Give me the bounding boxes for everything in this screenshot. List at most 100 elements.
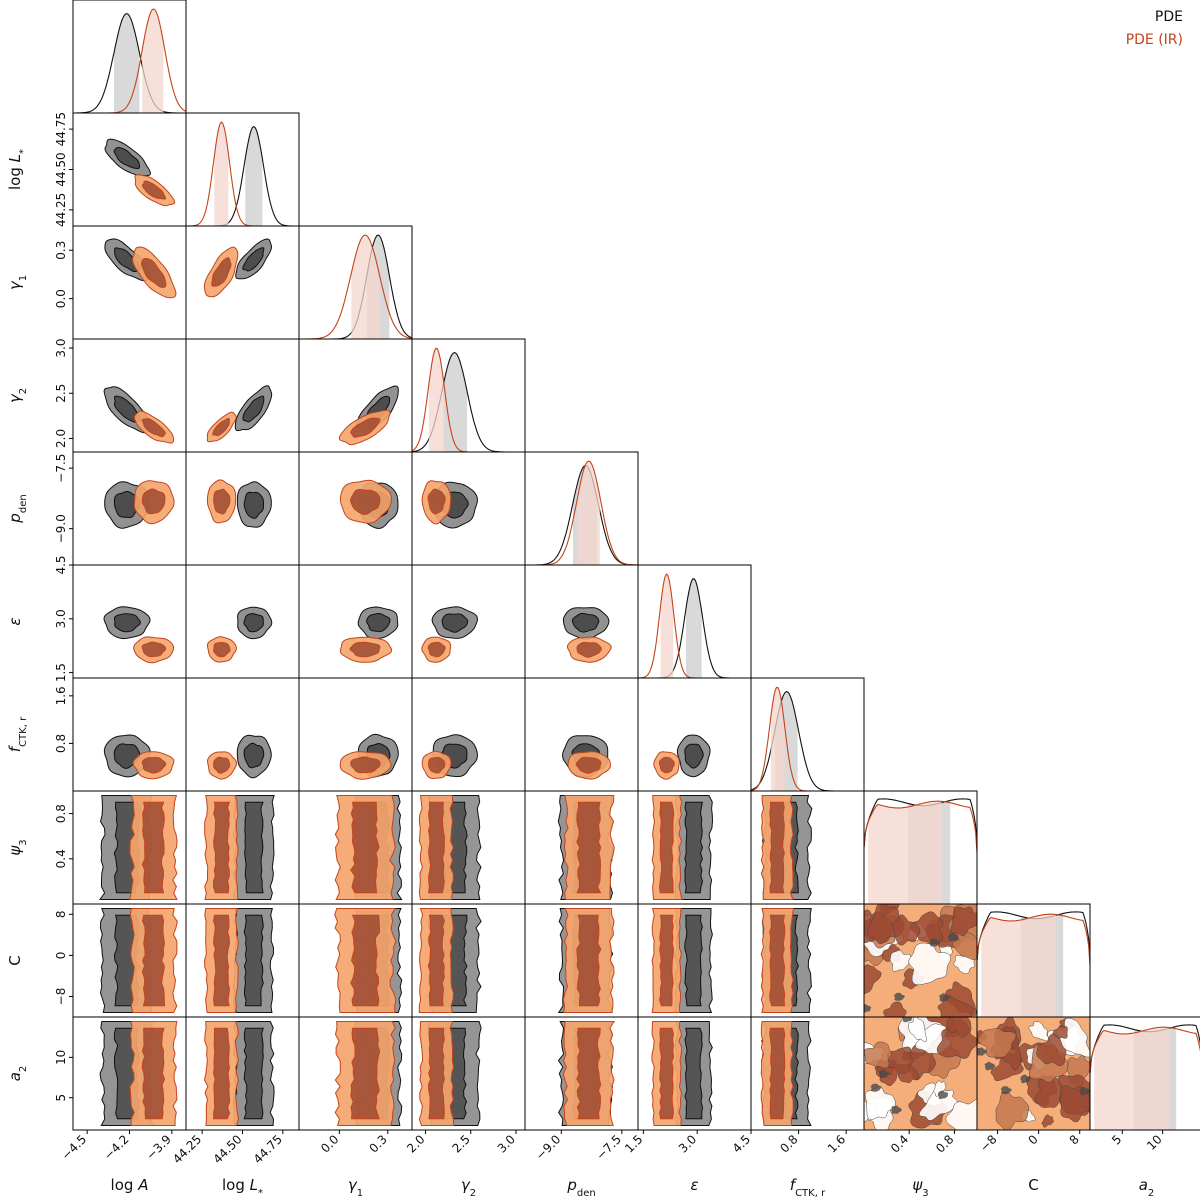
- ir-contour-68: [350, 756, 381, 774]
- ir-contour-68: [212, 801, 231, 894]
- cell-epsilon-logLstar: [185, 564, 300, 679]
- ir-contour-68: [350, 1027, 381, 1120]
- posterior-patch: [864, 964, 882, 995]
- posterior-patch: [1041, 1114, 1054, 1128]
- ir-contour-68: [212, 914, 231, 1007]
- x-tick-label: 8: [1067, 1132, 1082, 1147]
- cell-C-logLstar: [185, 903, 300, 1018]
- cell-C-fCTK: [750, 903, 865, 1018]
- cell-fCTK-fCTK: [750, 677, 865, 792]
- y-tick-label: 2.5: [54, 384, 68, 403]
- ir-contour-68: [427, 801, 445, 894]
- y-tick-label: −9.0: [54, 514, 68, 543]
- cell-a2-epsilon: [637, 1016, 752, 1131]
- x-tick-label: 44.75: [251, 1132, 285, 1166]
- ir-credible-band: [214, 122, 229, 226]
- ir-contour-68: [769, 914, 786, 1007]
- ir-contour-68: [141, 180, 167, 200]
- ir-contour-68: [576, 641, 602, 658]
- ir-contour-68: [576, 801, 602, 894]
- cell-C-psi3: [863, 903, 978, 1018]
- pde-contour-68: [242, 247, 265, 272]
- pde-contour-68: [684, 801, 704, 894]
- y-tick-label: 3.0: [54, 338, 68, 357]
- pde-marginal-line: [186, 125, 299, 226]
- y-axis-label-pden: pden: [6, 494, 29, 523]
- ir-credible-band: [660, 574, 674, 678]
- x-tick-label: 5: [1109, 1132, 1124, 1147]
- posterior-patch: [950, 906, 977, 936]
- ir-credible-band: [428, 348, 445, 452]
- cell-psi3-logLstar: [185, 790, 300, 905]
- x-axis-label-logA: log A: [111, 1176, 149, 1194]
- ir-contour-68: [576, 914, 602, 1007]
- x-axis-label-epsilon: ε: [690, 1176, 698, 1194]
- cell-gamma2-gamma1: [298, 338, 413, 453]
- pde-contour-68: [243, 491, 264, 519]
- pde-posterior-patch: [930, 938, 941, 947]
- y-tick-label: 4.5: [54, 555, 68, 574]
- x-axis-label-C: C: [1028, 1176, 1038, 1194]
- x-tick-label: 44.50: [210, 1132, 244, 1166]
- posterior-patch: [946, 1017, 972, 1038]
- pde-marginal-line: [751, 691, 864, 791]
- x-axis-label-a2: a2: [1139, 1176, 1155, 1199]
- x-axis-label-pden: pden: [566, 1176, 595, 1199]
- pde-credible-band: [443, 352, 468, 452]
- x-axis-label-gamma2: γ2: [461, 1176, 476, 1199]
- cell-gamma2-gamma2: [411, 338, 526, 453]
- ir-contour-68: [213, 488, 231, 515]
- y-tick-label: −7.5: [54, 454, 68, 483]
- cell-fCTK-pden: [524, 677, 639, 792]
- cell-a2-gamma2: [411, 1016, 526, 1131]
- cell-frame: [750, 677, 865, 792]
- x-tick-label: 3.0: [495, 1132, 518, 1155]
- x-tick-label: 10: [1144, 1132, 1165, 1153]
- ir-contour-68: [211, 257, 232, 287]
- cell-pden-logLstar: [185, 451, 300, 566]
- cell-epsilon-gamma1: [298, 564, 413, 679]
- x-axis-label-psi3: ψ3: [912, 1176, 928, 1199]
- cell-gamma1-logA: [72, 225, 187, 340]
- ir-contour-68: [427, 914, 446, 1007]
- cell-fCTK-gamma2: [411, 677, 526, 792]
- cell-C-C: [976, 903, 1091, 1018]
- pde-posterior-patch: [1079, 1086, 1090, 1096]
- cell-epsilon-pden: [524, 564, 639, 679]
- cell-epsilon-gamma2: [411, 564, 526, 679]
- pde-contour-68: [243, 1027, 264, 1120]
- ir-contour-68: [349, 641, 381, 658]
- ir-credible-band: [1094, 1027, 1170, 1130]
- y-axis-label-C: C: [6, 955, 24, 965]
- cell-pden-logA: [72, 451, 187, 566]
- posterior-patch: [889, 950, 911, 972]
- ir-contour-68: [213, 642, 231, 658]
- y-tick-label: 0.8: [54, 804, 68, 823]
- ir-contour-68: [769, 1027, 786, 1120]
- pde-posterior-patch: [870, 1083, 882, 1092]
- pde-contour-68: [113, 490, 141, 518]
- pde-posterior-patch: [864, 1004, 872, 1013]
- ir-contour-68: [427, 488, 446, 515]
- y-axis-label-a2: a2: [6, 1066, 29, 1082]
- cell-frame: [1089, 1016, 1200, 1131]
- posterior-patch: [1028, 1021, 1050, 1042]
- cell-a2-a2: [1089, 1016, 1200, 1131]
- y-axis-label-psi3: ψ3: [6, 839, 29, 855]
- pde-posterior-patch: [977, 1047, 987, 1056]
- y-tick-label: 44.25: [54, 193, 68, 227]
- y-tick-label: 5: [54, 1094, 68, 1102]
- pde-contour-68: [113, 146, 141, 170]
- y-tick-label: 0.3: [54, 241, 68, 260]
- ir-contour-68: [141, 641, 167, 658]
- ir-contour-68: [212, 1027, 231, 1120]
- ir-contour-68: [140, 258, 167, 288]
- y-tick-label: 44.75: [54, 112, 68, 146]
- ir-contour-68: [659, 1027, 675, 1120]
- pde-marginal-line: [73, 13, 186, 113]
- pde-contour-68: [243, 613, 264, 633]
- pde-posterior-patch: [901, 1017, 913, 1023]
- cell-C-epsilon: [637, 903, 752, 1018]
- y-axis-label-fCTK: fCTK, r: [6, 716, 29, 752]
